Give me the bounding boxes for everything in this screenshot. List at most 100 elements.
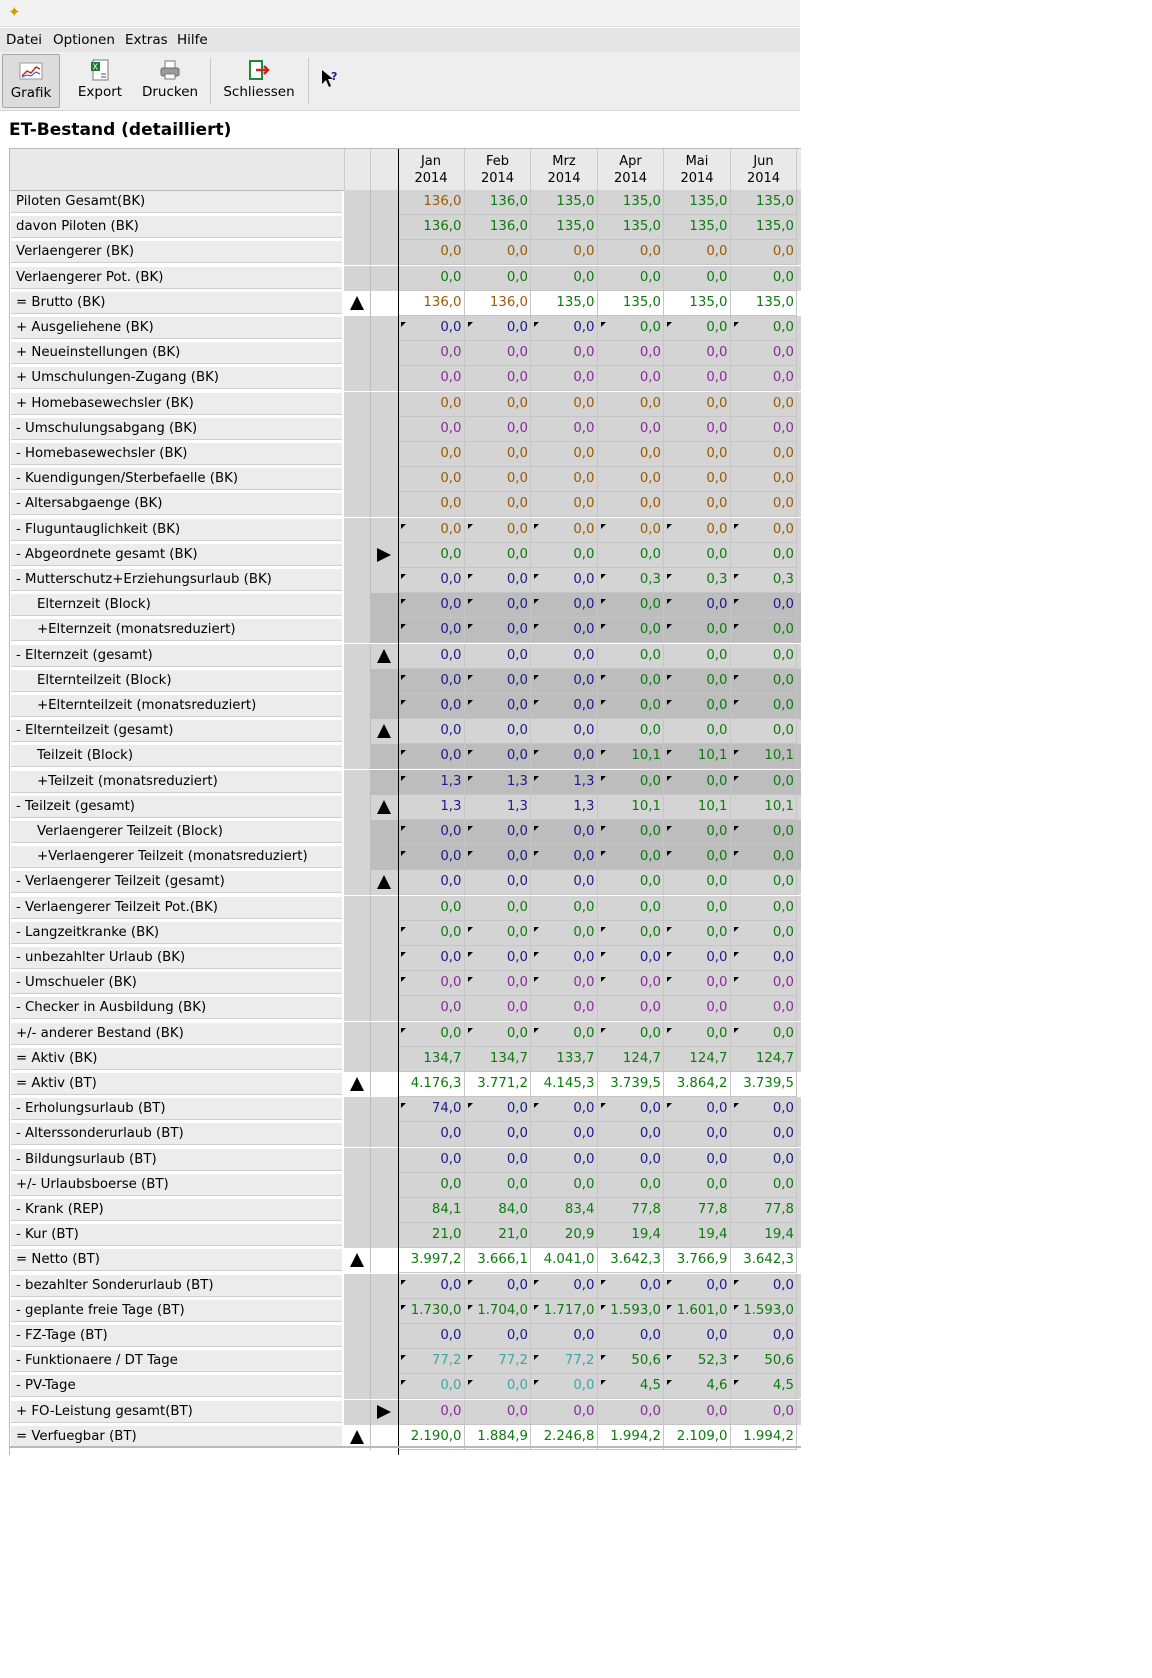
value-cell[interactable]: 0,0 [730, 593, 797, 619]
table-row[interactable]: Elternzeit (Block) 0,0 0,0 0,0 0,0 0,0 0,0 [10, 593, 801, 619]
value-cell[interactable]: 124,7 [664, 1046, 731, 1072]
value-cell[interactable]: 10,1 [664, 794, 731, 820]
value-cell[interactable]: 4,5 [597, 1374, 664, 1400]
value-cell[interactable]: 3.864,2 [664, 1072, 731, 1097]
value-cell[interactable]: 0,0 [730, 895, 797, 921]
value-cell[interactable]: 4.145,3 [531, 1072, 598, 1097]
value-cell[interactable]: 0,0 [597, 467, 664, 493]
value-cell[interactable]: 0,0 [664, 1172, 731, 1198]
table-row[interactable]: = Aktiv (BT) 4.176,3 3.771,2 4.145,3 3.739,5… [10, 1072, 801, 1097]
value-cell[interactable]: 0,0 [664, 1324, 731, 1349]
value-cell[interactable]: 0,0 [398, 694, 465, 719]
table-row[interactable]: +Verlaengerer Teilzeit (monatsreduziert)… [10, 845, 801, 871]
value-cell[interactable]: 0,0 [730, 240, 797, 266]
value-cell[interactable]: 0,0 [597, 694, 664, 719]
value-cell[interactable]: 135,0 [597, 290, 664, 316]
value-cell[interactable]: 0,0 [597, 391, 664, 417]
value-cell[interactable]: 0,0 [531, 1399, 598, 1425]
value-cell[interactable]: 136,0 [398, 290, 465, 316]
value-cell[interactable]: 0,0 [597, 416, 664, 442]
value-cell[interactable]: 134,7 [464, 1046, 531, 1072]
value-cell[interactable]: 0,0 [531, 946, 598, 971]
value-cell[interactable]: 135,0 [730, 190, 797, 215]
table-row[interactable]: - Funktionaere / DT Tage 77,2 77,2 77,2 50,6… [10, 1349, 801, 1375]
value-cell[interactable]: 0,0 [398, 719, 465, 745]
value-cell[interactable]: 0,0 [730, 668, 797, 694]
value-cell[interactable]: 0,0 [730, 391, 797, 417]
table-row[interactable]: - Homebasewechsler (BK) 0,0 0,0 0,0 0,0 0,0 0,… [10, 442, 801, 467]
table-row[interactable]: = Brutto (BK) 136,0 136,0 135,0 135,0 135,0 13… [10, 290, 801, 316]
value-cell[interactable]: 1,3 [398, 769, 465, 795]
value-cell[interactable]: 1,3 [464, 769, 531, 795]
value-cell[interactable]: 0,0 [531, 744, 598, 770]
value-cell[interactable]: 0,0 [597, 1122, 664, 1148]
value-cell[interactable]: 1.593,0 [597, 1298, 664, 1324]
value-cell[interactable]: 0,0 [730, 643, 797, 669]
value-cell[interactable]: 135,0 [531, 215, 598, 241]
value-cell[interactable]: 0,0 [398, 240, 465, 266]
table-row[interactable]: +/- anderer Bestand (BK) 0,0 0,0 0,0 0,0 0,0 0… [10, 1021, 801, 1047]
value-cell[interactable]: 135,0 [730, 215, 797, 241]
table-row[interactable]: +/- Urlaubsboerse (BT) 0,0 0,0 0,0 0,0 0,0 0,0 [10, 1172, 801, 1198]
value-cell[interactable]: 0,0 [398, 568, 465, 593]
value-cell[interactable]: 0,0 [730, 265, 797, 291]
value-cell[interactable]: 0,0 [730, 1122, 797, 1148]
table-row[interactable]: - Langzeitkranke (BK) 0,0 0,0 0,0 0,0 0,0 0,0 [10, 920, 801, 946]
value-cell[interactable]: 0,0 [464, 593, 531, 619]
value-cell[interactable]: 21,0 [464, 1223, 531, 1249]
value-cell[interactable]: 136,0 [464, 290, 531, 316]
value-cell[interactable]: 0,0 [597, 265, 664, 291]
value-cell[interactable]: 0,0 [464, 845, 531, 871]
value-cell[interactable]: 0,0 [531, 265, 598, 291]
value-cell[interactable]: 0,0 [531, 442, 598, 467]
value-cell[interactable]: 0,0 [664, 391, 731, 417]
value-cell[interactable]: 0,0 [730, 517, 797, 543]
value-cell[interactable]: 0,0 [531, 1097, 598, 1123]
value-cell[interactable]: 0,0 [664, 265, 731, 291]
table-row[interactable]: - Teilzeit (gesamt) 1,3 1,3 1,3 10,1 10,1 10,1 [10, 794, 801, 820]
value-cell[interactable]: 0,0 [531, 1122, 598, 1148]
table-row[interactable]: + Neueinstellungen (BK) 0,0 0,0 0,0 0,0 0,0 0,… [10, 341, 801, 367]
table-row[interactable]: - Umschulungsabgang (BK) 0,0 0,0 0,0 0,0 0,0 0… [10, 416, 801, 442]
menu-extras[interactable]: Extras [125, 32, 168, 48]
value-cell[interactable]: 4.176,3 [398, 1072, 465, 1097]
value-cell[interactable]: 1.717,0 [531, 1298, 598, 1324]
value-cell[interactable]: 0,0 [531, 1021, 598, 1047]
value-cell[interactable]: 0,0 [464, 391, 531, 417]
menu-hilfe[interactable]: Hilfe [177, 32, 208, 48]
value-cell[interactable]: 0,0 [464, 542, 531, 568]
value-cell[interactable]: 0,0 [398, 920, 465, 946]
collapse-up-icon[interactable] [377, 648, 391, 663]
collapse-up-icon[interactable] [377, 724, 391, 739]
value-cell[interactable]: 0,0 [464, 316, 531, 341]
value-cell[interactable]: 0,0 [730, 618, 797, 644]
value-cell[interactable]: 0,0 [664, 1021, 731, 1047]
value-cell[interactable]: 0,0 [664, 870, 731, 896]
value-cell[interactable]: 0,0 [597, 341, 664, 367]
value-cell[interactable]: 0,0 [398, 1374, 465, 1400]
table-row[interactable]: - Erholungsurlaub (BT) 74,0 0,0 0,0 0,0 0,0 0,… [10, 1097, 801, 1123]
value-cell[interactable]: 0,0 [597, 1273, 664, 1299]
value-cell[interactable]: 0,0 [597, 492, 664, 518]
value-cell[interactable]: 0,0 [464, 618, 531, 644]
value-cell[interactable]: 0,0 [398, 618, 465, 644]
value-cell[interactable]: 0,0 [597, 946, 664, 971]
value-cell[interactable]: 77,8 [597, 1198, 664, 1223]
value-cell[interactable]: 0,0 [730, 366, 797, 392]
value-cell[interactable]: 0,0 [730, 1324, 797, 1349]
table-row[interactable]: - Checker in Ausbildung (BK) 0,0 0,0 0,0 0,0… [10, 996, 801, 1022]
value-cell[interactable]: 1,3 [531, 769, 598, 795]
value-cell[interactable]: 0,0 [664, 492, 731, 518]
value-cell[interactable]: 0,0 [597, 618, 664, 644]
value-cell[interactable]: 0,0 [664, 643, 731, 669]
value-cell[interactable]: 77,2 [531, 1349, 598, 1375]
value-cell[interactable]: 0,0 [398, 1273, 465, 1299]
value-cell[interactable]: 0,0 [664, 845, 731, 871]
table-row[interactable]: - Altersabgaenge (BK) 0,0 0,0 0,0 0,0 0,0 0,0 [10, 492, 801, 518]
value-cell[interactable]: 0,0 [531, 996, 598, 1022]
value-cell[interactable]: 0,0 [531, 467, 598, 493]
value-cell[interactable]: 0,0 [531, 391, 598, 417]
value-cell[interactable]: 0,0 [730, 1097, 797, 1123]
value-cell[interactable]: 2.190,0 [398, 1424, 465, 1450]
value-cell[interactable]: 0,0 [664, 240, 731, 266]
